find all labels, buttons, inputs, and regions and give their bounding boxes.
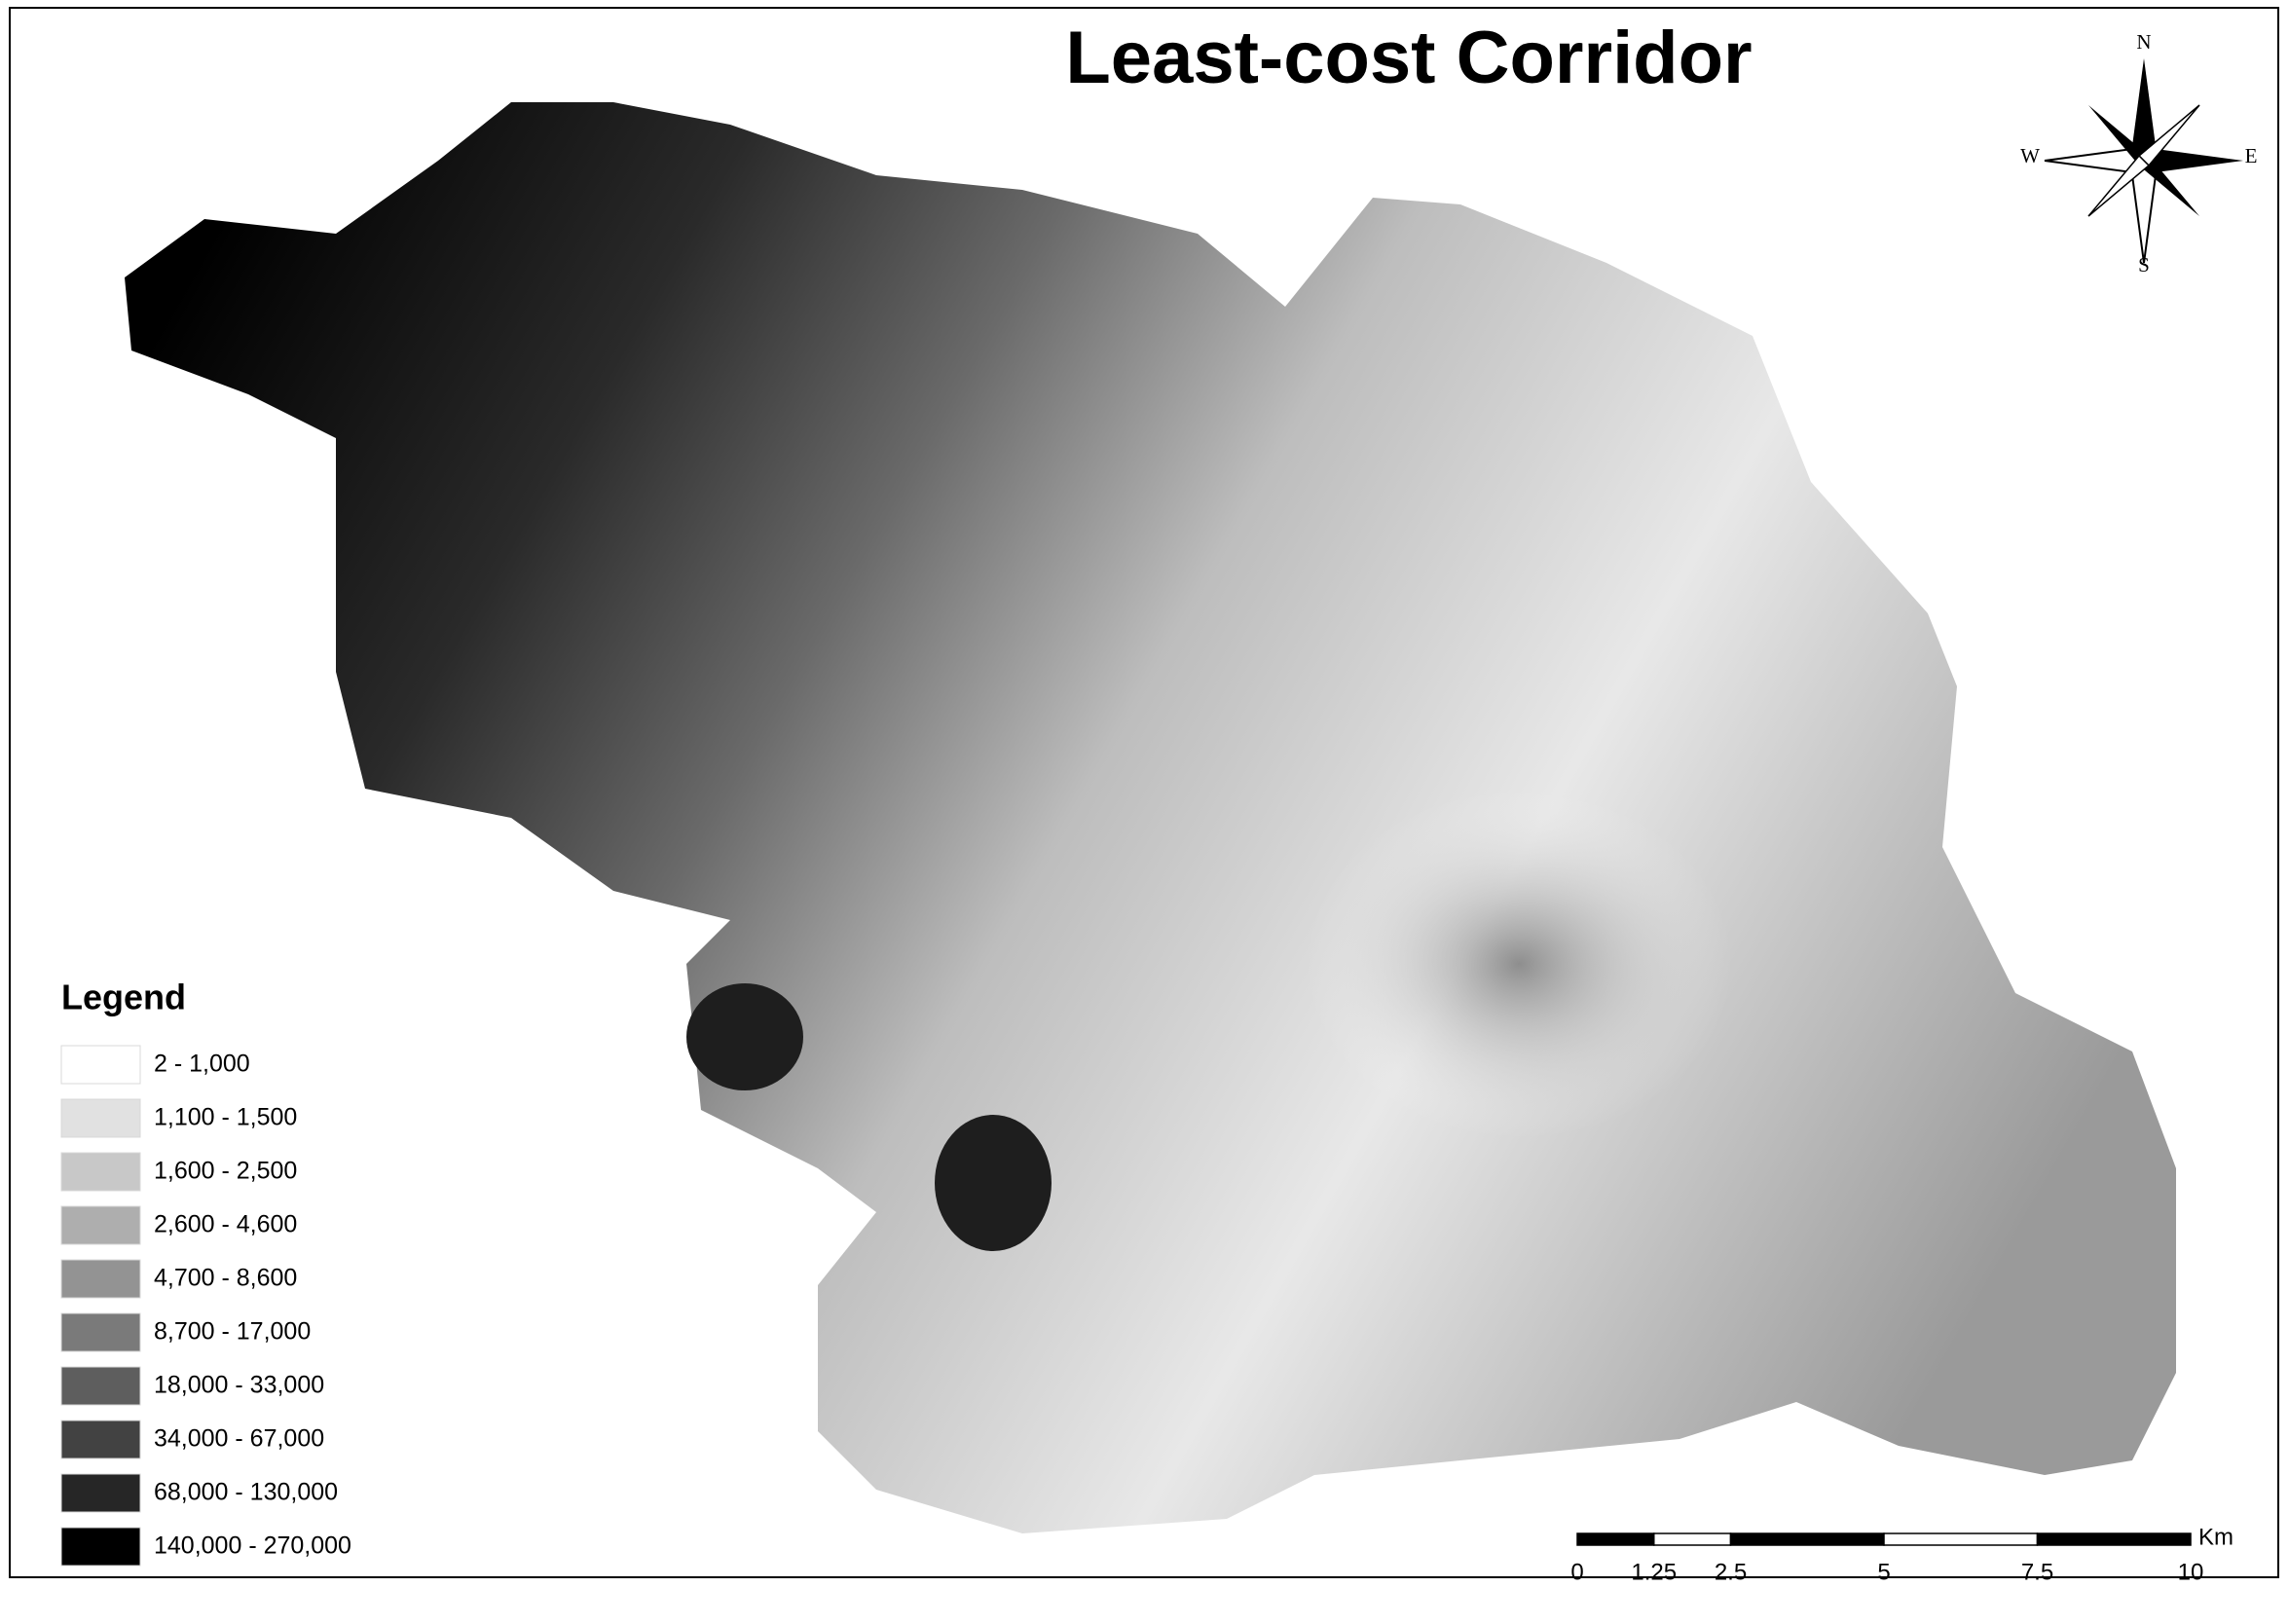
compass-label: N	[2136, 30, 2151, 54]
legend-label: 2 - 1,000	[154, 1051, 250, 1078]
legend-swatch	[61, 1153, 140, 1191]
scale-label: 10	[2178, 1559, 2204, 1585]
legend-label: 34,000 - 67,000	[154, 1425, 324, 1453]
legend-swatch	[61, 1367, 140, 1405]
compass-label: E	[2245, 144, 2258, 167]
map-title: Least-cost Corridor	[1065, 17, 1752, 99]
scale-segment	[1654, 1533, 1731, 1545]
legend: Legend 2 - 1,000 1,100 - 1,500 1,600 - 2,5…	[61, 978, 351, 1566]
legend-label: 68,000 - 130,000	[154, 1479, 338, 1506]
scale-segment	[1884, 1533, 2038, 1545]
cost-raster	[125, 102, 2176, 1533]
legend-swatch	[61, 1046, 140, 1084]
legend-swatch	[61, 1206, 140, 1244]
legend-swatch	[61, 1474, 140, 1512]
scale-bar: 0 1.25 2.5 5 7.5 10 Km	[1570, 1524, 2234, 1585]
scale-label: 0	[1570, 1559, 1583, 1585]
legend-label: 1,100 - 1,500	[154, 1104, 297, 1131]
legend-swatch	[61, 1421, 140, 1458]
legend-title: Legend	[61, 978, 186, 1017]
legend-label: 140,000 - 270,000	[154, 1532, 351, 1560]
legend-label: 18,000 - 33,000	[154, 1372, 324, 1399]
scale-label: 7.5	[2021, 1559, 2053, 1585]
scale-segment	[1731, 1533, 1885, 1545]
legend-label: 1,600 - 2,500	[154, 1158, 297, 1185]
legend-label: 4,700 - 8,600	[154, 1265, 297, 1292]
scale-label: 2.5	[1715, 1559, 1747, 1585]
legend-label: 8,700 - 17,000	[154, 1318, 311, 1346]
legend-swatch	[61, 1099, 140, 1137]
legend-swatch	[61, 1528, 140, 1566]
scale-label: 1.25	[1631, 1559, 1677, 1585]
legend-swatch	[61, 1313, 140, 1351]
scale-unit: Km	[2198, 1524, 2234, 1550]
compass-label: W	[2020, 144, 2040, 167]
compass-label: S	[2138, 253, 2150, 277]
map-page: Least-cost Corridor N S E W Legend 2 - 1…	[0, 0, 2289, 1619]
legend-label: 2,600 - 4,600	[154, 1211, 297, 1238]
scale-label: 5	[1877, 1559, 1890, 1585]
scale-segment	[1577, 1533, 1654, 1545]
legend-swatch	[61, 1260, 140, 1298]
compass: N S E W	[2020, 30, 2257, 277]
scale-segment	[2038, 1533, 2192, 1545]
